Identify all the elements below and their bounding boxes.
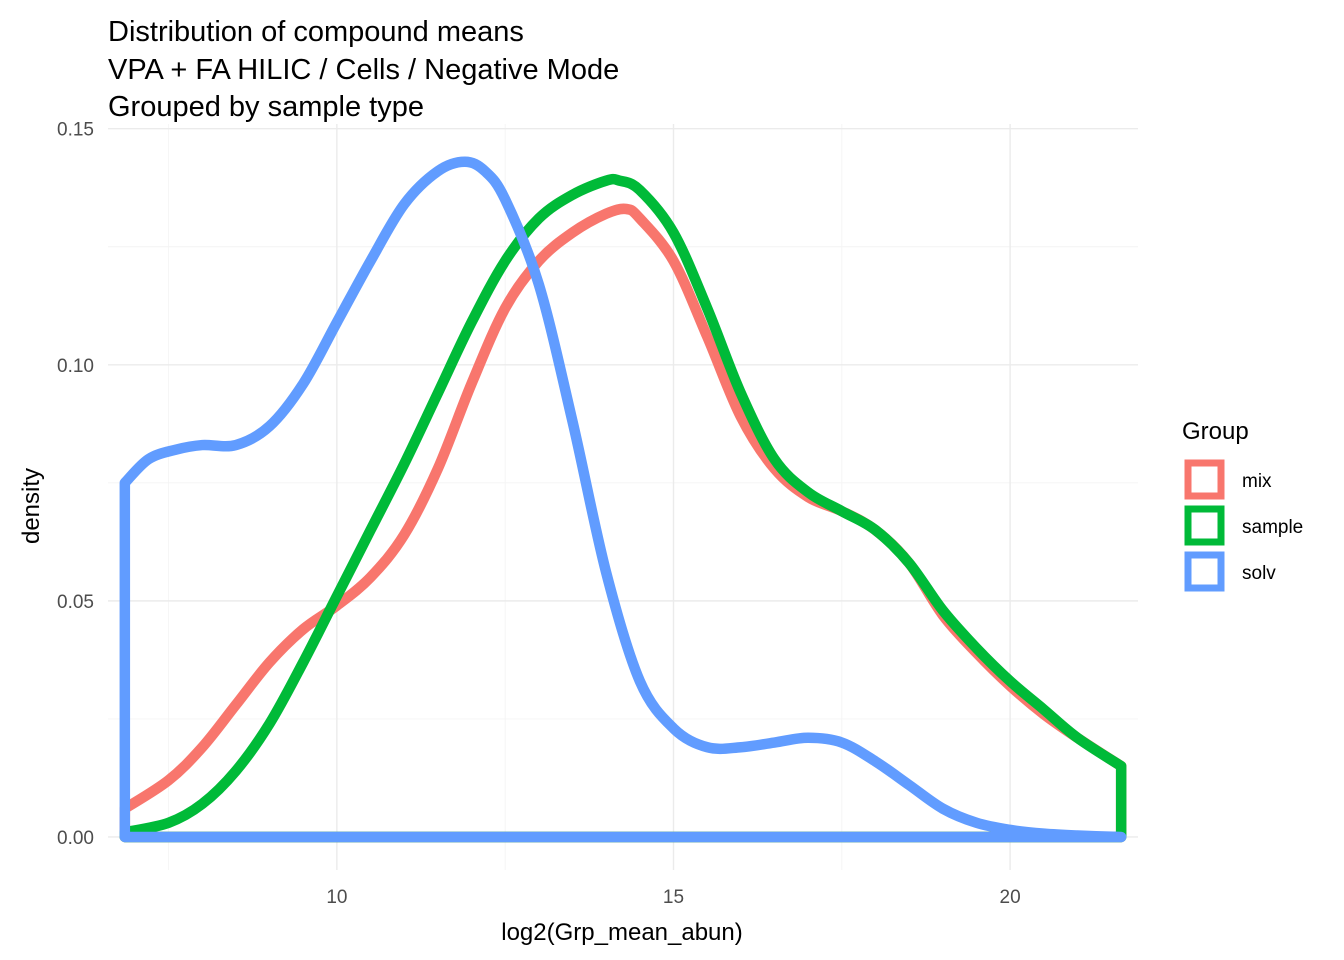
density-curve-solv <box>119 156 1127 843</box>
y-axis-ticks: 0.00 0.05 0.10 0.15 <box>57 120 94 849</box>
y-tick-label: 0.10 <box>57 356 94 377</box>
legend-items: mix sample solv <box>1184 459 1303 592</box>
y-tick-label: 0.15 <box>57 120 94 141</box>
x-tick-label: 10 <box>326 887 347 908</box>
legend-key-mix <box>1184 459 1225 500</box>
y-axis-title: density <box>18 468 45 544</box>
x-axis-title: log2(Grp_mean_abun) <box>501 919 743 946</box>
legend-key-solv <box>1184 551 1225 592</box>
x-tick-label: 20 <box>1000 887 1021 908</box>
density-curve-sample <box>119 173 1127 843</box>
plot-panel <box>108 124 1138 870</box>
legend-label-mix: mix <box>1242 471 1272 492</box>
chart-title: Distribution of compound means VPA + FA … <box>108 16 619 123</box>
title-line-1: Distribution of compound means <box>108 16 524 48</box>
y-tick-label: 0.05 <box>57 592 94 613</box>
density-curves <box>119 156 1127 843</box>
y-tick-label: 0.00 <box>57 828 94 849</box>
legend-label-solv: solv <box>1242 563 1276 584</box>
grid <box>108 124 1138 870</box>
x-tick-label: 15 <box>663 887 684 908</box>
title-line-3: Grouped by sample type <box>108 91 424 123</box>
legend-key-sample <box>1184 505 1225 546</box>
density-curve-mix <box>119 203 1127 843</box>
x-axis-ticks: 10 15 20 <box>326 887 1020 908</box>
legend-label-sample: sample <box>1242 517 1303 538</box>
title-line-2: VPA + FA HILIC / Cells / Negative Mode <box>108 54 619 86</box>
legend: Group mix sample solv <box>1182 418 1303 592</box>
legend-title: Group <box>1182 418 1249 445</box>
